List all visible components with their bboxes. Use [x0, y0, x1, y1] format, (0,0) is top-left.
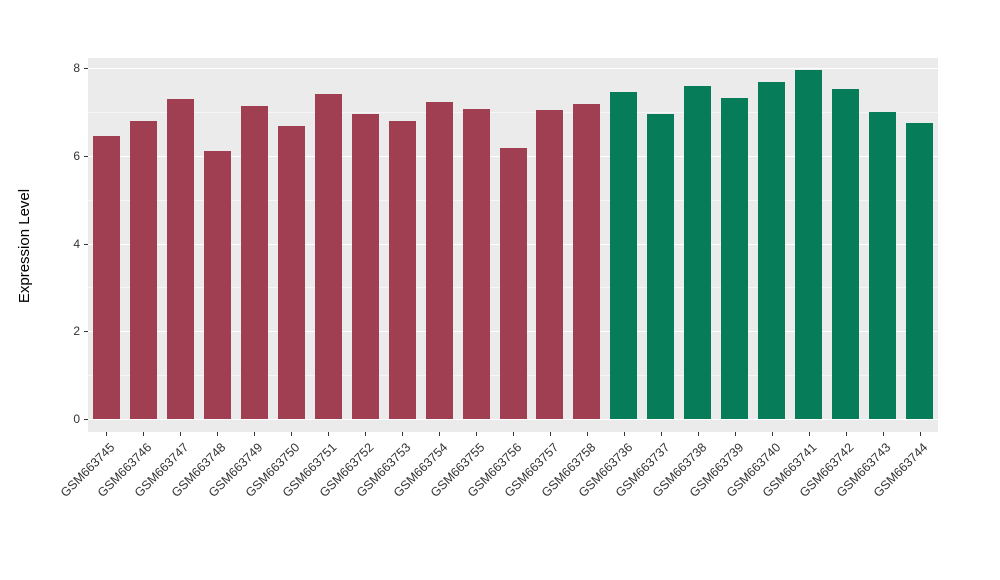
- x-tick-mark: [365, 432, 367, 436]
- bar-GSM663739: [721, 98, 749, 419]
- x-tick-mark: [882, 432, 884, 436]
- y-axis-title: Expression Level: [16, 188, 33, 304]
- y-tick-label: 4: [73, 236, 80, 251]
- bar-GSM663756: [499, 148, 527, 419]
- major-gridline: [88, 419, 938, 420]
- x-tick-mark: [771, 432, 773, 436]
- bar-GSM663744: [906, 123, 934, 419]
- x-tick-mark: [513, 432, 514, 436]
- y-tick-mark: [84, 68, 88, 69]
- bar-GSM663747: [166, 99, 194, 419]
- x-tick-mark: [254, 432, 256, 436]
- x-tick-mark: [402, 432, 404, 436]
- bar-GSM663753: [388, 121, 416, 419]
- y-tick-label: 0: [73, 412, 80, 426]
- x-tick-mark: [180, 432, 182, 436]
- bar-GSM663754: [425, 102, 453, 419]
- x-tick-mark: [106, 432, 108, 436]
- x-tick-mark: [291, 432, 293, 436]
- bar-GSM663741: [795, 70, 823, 419]
- x-tick-mark: [697, 432, 699, 436]
- major-gridline: [88, 68, 938, 69]
- x-tick-mark: [660, 432, 662, 436]
- y-tick-label: 8: [73, 61, 80, 75]
- y-tick-mark: [84, 155, 88, 157]
- x-tick-mark: [328, 432, 330, 436]
- plot-panel: [88, 58, 938, 432]
- bar-GSM663755: [462, 109, 490, 419]
- x-tick-mark: [919, 432, 921, 436]
- x-tick-mark: [734, 432, 736, 436]
- y-tick-label: 2: [73, 324, 80, 339]
- x-tick-mark: [439, 432, 441, 436]
- bar-GSM663751: [314, 93, 342, 419]
- bar-GSM663742: [832, 89, 860, 419]
- bar-GSM663750: [277, 126, 305, 419]
- bar-GSM663749: [240, 106, 268, 419]
- y-tick-mark: [84, 331, 88, 333]
- x-tick-mark: [845, 432, 847, 436]
- bar-GSM663736: [610, 92, 638, 419]
- y-tick-label: 6: [73, 148, 80, 163]
- x-tick-mark: [586, 432, 588, 436]
- x-tick-mark: [143, 432, 145, 436]
- x-tick-mark: [623, 432, 625, 436]
- bar-GSM663748: [203, 151, 231, 419]
- bar-GSM663758: [573, 103, 601, 419]
- x-tick-mark: [217, 432, 219, 436]
- bar-GSM663757: [536, 110, 564, 419]
- x-tick-mark: [808, 432, 810, 436]
- x-tick-mark: [549, 432, 551, 436]
- bar-GSM663752: [351, 114, 379, 419]
- bar-GSM663746: [129, 121, 157, 419]
- bar-GSM663740: [758, 82, 786, 419]
- x-tick-mark: [476, 432, 478, 436]
- bar-GSM663743: [869, 111, 897, 419]
- y-tick-mark: [84, 419, 88, 420]
- bar-GSM663738: [684, 86, 712, 419]
- y-tick-mark: [84, 243, 88, 245]
- bar-GSM663745: [92, 136, 120, 419]
- minor-gridline: [88, 111, 938, 113]
- bar-GSM663737: [647, 114, 675, 419]
